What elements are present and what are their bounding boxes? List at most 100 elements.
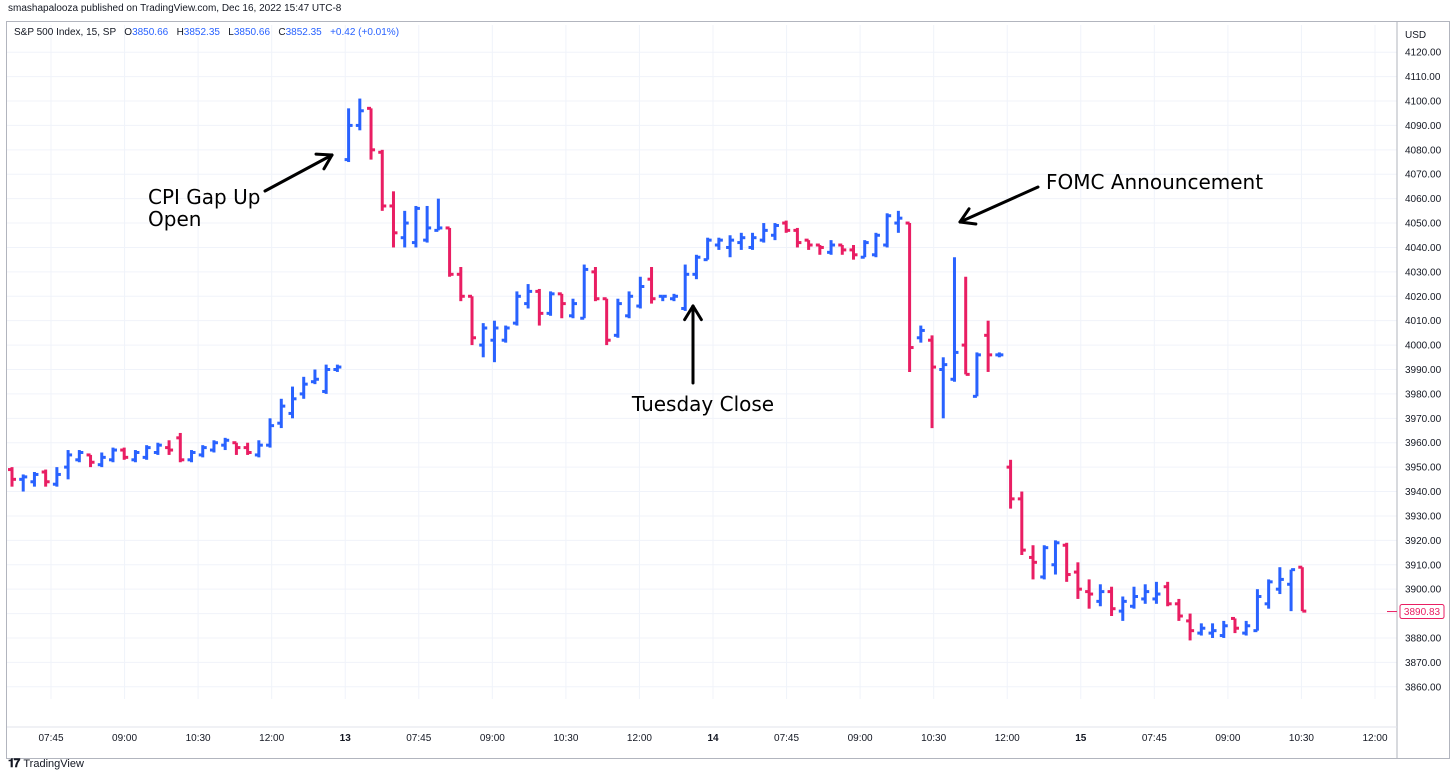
ohlc-bar[interactable] [1197, 623, 1206, 636]
ohlc-bar[interactable] [591, 266, 600, 302]
ohlc-bar[interactable] [557, 292, 566, 319]
ohlc-bar[interactable] [883, 213, 892, 248]
ohlc-bar[interactable] [232, 441, 241, 455]
ohlc-bar[interactable] [714, 237, 723, 250]
ohlc-bar[interactable] [1186, 613, 1195, 641]
ohlc-bar[interactable] [198, 445, 207, 458]
ohlc-bar[interactable] [1242, 620, 1251, 636]
ohlc-bar[interactable] [75, 450, 84, 463]
ohlc-bar[interactable] [793, 227, 802, 248]
ohlc-bar[interactable] [950, 257, 959, 382]
ohlc-bar[interactable] [984, 320, 993, 372]
ohlc-bar[interactable] [64, 450, 73, 480]
ohlc-bar[interactable] [961, 276, 970, 376]
ohlc-bar[interactable] [41, 469, 50, 487]
ohlc-bar[interactable] [546, 291, 555, 316]
ohlc-bar[interactable] [972, 352, 981, 398]
ohlc-bar[interactable] [1040, 545, 1049, 580]
ohlc-bar[interactable] [815, 243, 824, 255]
ohlc-bar[interactable] [8, 467, 16, 487]
ohlc-bar[interactable] [703, 237, 712, 262]
ohlc-bar[interactable] [187, 450, 196, 463]
ohlc-bar[interactable] [669, 293, 678, 302]
ohlc-bar[interactable] [838, 243, 847, 255]
ohlc-bar[interactable] [299, 376, 308, 399]
ohlc-bar[interactable] [411, 205, 420, 248]
ohlc-bar[interactable] [1118, 596, 1127, 621]
ohlc-bar[interactable] [625, 291, 634, 319]
ohlc-bar[interactable] [737, 232, 746, 250]
ohlc-bar[interactable] [827, 240, 836, 255]
ohlc-bar[interactable] [221, 437, 230, 451]
ohlc-bar[interactable] [288, 386, 297, 419]
ohlc-bar[interactable] [165, 440, 174, 455]
ohlc-bar[interactable] [849, 245, 858, 260]
ohlc-bar[interactable] [501, 325, 510, 343]
ohlc-bar[interactable] [1163, 581, 1172, 607]
ohlc-bar[interactable] [1152, 581, 1161, 604]
ohlc-bar[interactable] [1208, 623, 1217, 638]
ohlc-bar[interactable] [1006, 459, 1015, 509]
ohlc-bar[interactable] [524, 284, 533, 309]
ohlc-bar[interactable] [389, 191, 398, 248]
ohlc-bar[interactable] [658, 294, 667, 302]
ohlc-bar[interactable] [322, 364, 331, 394]
ohlc-bar[interactable] [1298, 565, 1307, 613]
ohlc-bar[interactable] [1062, 542, 1071, 582]
ohlc-bar[interactable] [512, 291, 521, 326]
ohlc-bar[interactable] [1029, 545, 1038, 580]
ohlc-bar[interactable] [939, 357, 948, 419]
ohlc-bar[interactable] [535, 288, 544, 326]
ohlc-bar[interactable] [871, 232, 880, 258]
ohlc-bar[interactable] [1085, 579, 1094, 609]
ohlc-bar[interactable] [804, 238, 813, 250]
ohlc-bar[interactable] [52, 467, 61, 487]
ohlc-bar[interactable] [434, 198, 443, 232]
ohlc-bar[interactable] [647, 266, 656, 304]
ohlc-bar[interactable] [1073, 562, 1082, 599]
ohlc-bar[interactable] [1107, 586, 1116, 617]
ohlc-bar[interactable] [277, 398, 286, 429]
ohlc-bar[interactable] [613, 298, 622, 338]
ohlc-bar[interactable] [423, 205, 432, 243]
ohlc-bar[interactable] [681, 264, 690, 311]
ohlc-bar[interactable] [344, 108, 353, 163]
ohlc-bar[interactable] [602, 297, 611, 346]
ohlc-bar[interactable] [266, 418, 275, 448]
ohlc-bar[interactable] [782, 220, 791, 233]
ohlc-bar[interactable] [1051, 540, 1060, 575]
ohlc-bar[interactable] [860, 240, 869, 259]
ohlc-bar[interactable] [445, 226, 454, 277]
ohlc-bar[interactable] [378, 149, 387, 211]
ohlc-bar[interactable] [1275, 567, 1284, 595]
ohlc-bar[interactable] [916, 325, 925, 343]
ohlc-bar[interactable] [468, 294, 477, 346]
ohlc-bar[interactable] [120, 447, 129, 460]
ohlc-bar[interactable] [580, 264, 589, 320]
ohlc-bar[interactable] [1264, 579, 1273, 609]
ohlc-bar[interactable] [1141, 584, 1150, 604]
ohlc-bar[interactable] [153, 442, 162, 455]
ohlc-bar[interactable] [30, 472, 39, 487]
ohlc-bar[interactable] [97, 452, 106, 468]
ohlc-bar[interactable] [1287, 568, 1296, 612]
ohlc-bar[interactable] [209, 440, 218, 453]
ohlc-bar[interactable] [1130, 586, 1138, 609]
ohlc-bar[interactable] [310, 369, 319, 385]
ohlc-bar[interactable] [333, 364, 342, 372]
ohlc-bar[interactable] [243, 442, 252, 455]
ohlc-bar[interactable] [479, 323, 488, 358]
ohlc-bar[interactable] [400, 210, 409, 248]
ohlc-bar[interactable] [367, 106, 376, 160]
ohlc-bar[interactable] [636, 276, 645, 309]
ohlc-bar[interactable] [1017, 491, 1026, 555]
ohlc-bar[interactable] [86, 453, 95, 468]
ohlc-bar[interactable] [905, 221, 914, 372]
ohlc-bar[interactable] [355, 98, 364, 131]
ohlc-bar[interactable] [19, 474, 28, 492]
ohlc-bar[interactable] [131, 450, 140, 463]
ohlc-bar[interactable] [692, 254, 701, 280]
ohlc-bar[interactable] [1253, 589, 1262, 633]
ohlc-bar[interactable] [142, 445, 151, 460]
